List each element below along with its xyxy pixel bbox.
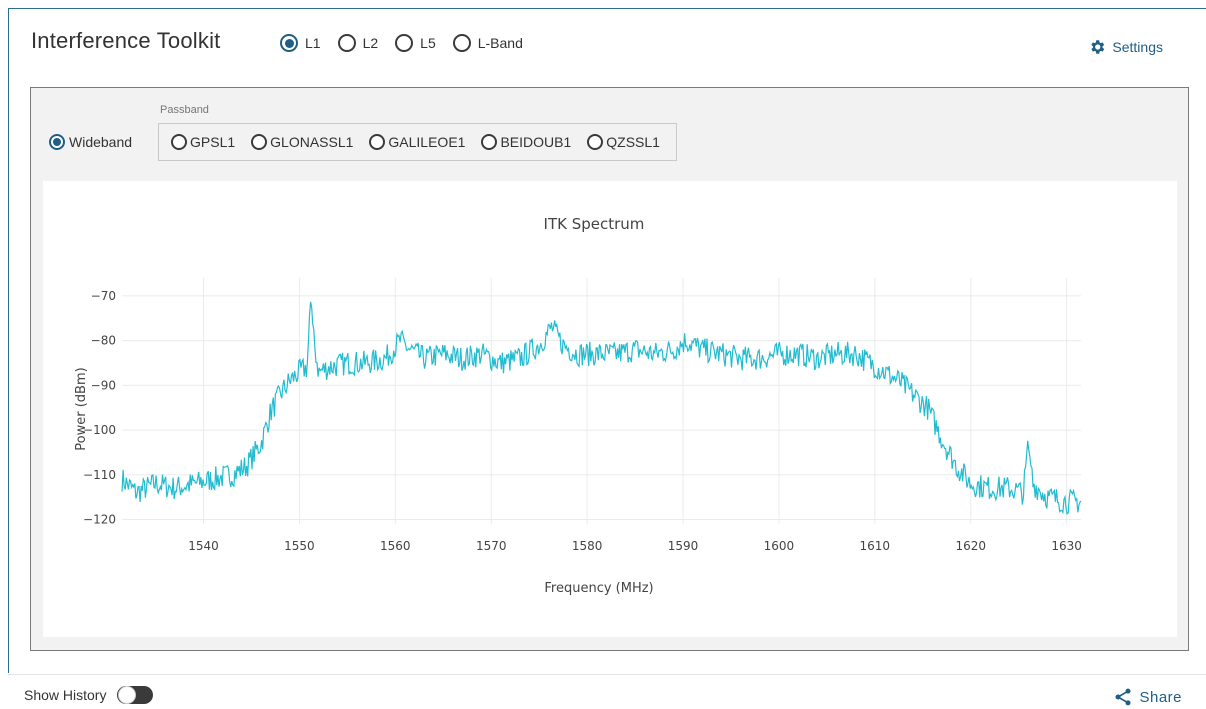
show-history: Show History — [24, 686, 154, 704]
y-tick-label: −80 — [91, 334, 116, 348]
page-title: Interference Toolkit — [31, 28, 221, 53]
x-axis-title: Frequency (MHz) — [544, 581, 653, 596]
x-tick-label: 1560 — [380, 539, 411, 553]
spectrum-panel: Wideband Passband GPSL1 GLONASSL1 GALILE… — [30, 87, 1189, 651]
band-option-lband[interactable]: L-Band — [452, 34, 523, 52]
x-tick-label: 1610 — [860, 539, 891, 553]
band-option-l5[interactable]: L5 — [395, 34, 436, 52]
wideband-option[interactable]: Wideband — [49, 134, 132, 150]
band-label: L5 — [420, 35, 436, 51]
show-history-toggle[interactable] — [117, 686, 154, 704]
radio-icon[interactable] — [395, 34, 414, 52]
y-tick-label: −70 — [91, 289, 116, 303]
radio-icon[interactable] — [280, 34, 298, 52]
chart-area[interactable]: 1540 1550 1560 1570 1580 1590 1600 1610 1620 1630… — [43, 181, 1177, 637]
y-tick-label: −120 — [83, 513, 116, 527]
app-frame — [8, 8, 1206, 673]
band-option-l1[interactable]: L1 — [280, 34, 321, 52]
band-label: L-Band — [477, 35, 523, 51]
x-tick-label: 1600 — [764, 539, 795, 553]
footer-divider — [8, 674, 1206, 675]
passband-label: Passband — [160, 104, 209, 116]
settings-button[interactable]: Settings — [1088, 38, 1163, 56]
radio-icon[interactable] — [337, 34, 356, 52]
passband-option-glonassl1[interactable]: GLONASSL1 — [251, 134, 353, 150]
passband-option-label: GLONASSL1 — [270, 134, 354, 150]
radio-icon[interactable] — [369, 134, 386, 150]
radio-icon[interactable] — [452, 34, 471, 52]
band-label: L1 — [305, 35, 321, 51]
spectrum-trace — [121, 301, 1082, 515]
wideband-label: Wideband — [69, 134, 133, 150]
spectrum-chart[interactable]: 1540 1550 1560 1570 1580 1590 1600 1610 1620 1630… — [43, 181, 1177, 637]
x-tick-label: 1580 — [572, 539, 603, 553]
passband-group: GPSL1 GLONASSL1 GALILEOE1 BEIDOUB1 QZSSL… — [158, 123, 677, 161]
x-tick-label: 1620 — [955, 539, 986, 553]
passband-option-qzssl1[interactable]: QZSSL1 — [587, 134, 660, 150]
x-tick-label: 1540 — [188, 539, 219, 553]
y-tick-label: −110 — [83, 468, 116, 482]
passband-option-galileoe1[interactable]: GALILEOE1 — [369, 134, 465, 150]
x-tick-label: 1590 — [668, 539, 699, 553]
y-tick-label: −90 — [91, 378, 116, 392]
chart-title: ITK Spectrum — [544, 215, 645, 233]
share-label: Share — [1139, 688, 1182, 706]
passband-option-label: BEIDOUB1 — [500, 134, 572, 150]
x-tick-label: 1550 — [284, 539, 315, 553]
passband-option-beidoub1[interactable]: BEIDOUB1 — [481, 134, 571, 150]
y-tick-label: −100 — [83, 423, 116, 437]
band-label: L2 — [362, 35, 379, 51]
y-axis-title: Power (dBm) — [74, 367, 89, 450]
radio-icon[interactable] — [251, 134, 268, 150]
passband-option-gpsl1[interactable]: GPSL1 — [171, 134, 235, 150]
band-selector: L1 L2 L5 L-Band — [280, 34, 540, 52]
radio-icon[interactable] — [481, 134, 498, 150]
x-tick-label: 1630 — [1051, 539, 1082, 553]
radio-icon[interactable] — [171, 134, 187, 150]
radio-icon[interactable] — [587, 134, 604, 150]
gear-icon — [1088, 38, 1106, 56]
show-history-label: Show History — [24, 687, 107, 703]
share-icon — [1113, 687, 1133, 707]
toggle-knob — [118, 686, 137, 704]
radio-icon[interactable] — [49, 134, 65, 150]
passband-option-label: QZSSL1 — [606, 134, 660, 150]
passband-option-label: GPSL1 — [190, 134, 236, 150]
band-option-l2[interactable]: L2 — [337, 34, 379, 52]
passband-option-label: GALILEOE1 — [388, 134, 466, 150]
x-tick-label: 1570 — [476, 539, 507, 553]
settings-label: Settings — [1112, 39, 1163, 55]
share-button[interactable]: Share — [1113, 687, 1182, 707]
